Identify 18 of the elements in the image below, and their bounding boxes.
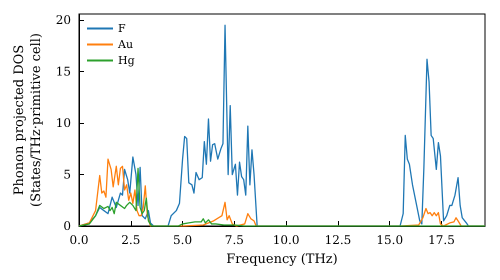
x-tick-label: 12.5	[324, 233, 352, 247]
x-tick-label: 10.0	[272, 233, 300, 247]
y-tick-label: 0	[63, 219, 71, 233]
x-tick-label: 15.0	[376, 233, 404, 247]
y-tick-label: 10	[56, 116, 71, 130]
legend-label: F	[118, 22, 126, 35]
x-tick-label: 17.5	[428, 233, 455, 247]
x-tick-label: 5.0	[173, 233, 192, 247]
y-tick-label: 15	[56, 64, 71, 79]
y-tick-label: 5	[63, 168, 71, 182]
x-tick-label: 2.5	[121, 233, 140, 247]
x-axis-title: Frequency (THz)	[226, 252, 338, 267]
x-tick-label: 7.5	[224, 233, 244, 247]
legend-label: Hg	[118, 54, 135, 67]
legend-label: Au	[117, 38, 134, 51]
x-tick-label: 0.0	[69, 233, 89, 247]
y-axis-title: Phonon projected DOS (States/THz·primitive cell)	[12, 32, 44, 208]
y-tick-label: 20	[56, 13, 71, 28]
